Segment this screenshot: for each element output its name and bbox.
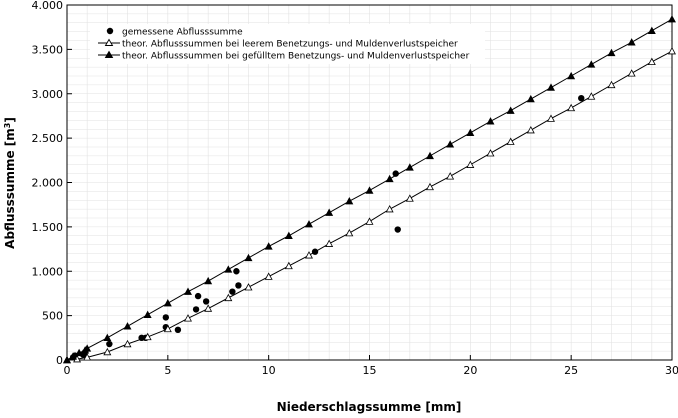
point-theoretical-filled [265, 243, 272, 249]
x-tick-label: 15 [363, 364, 377, 377]
point-measured [393, 170, 399, 176]
x-tick-label: 10 [262, 364, 276, 377]
point-theoretical-filled [245, 255, 252, 261]
point-theoretical-filled [447, 141, 454, 147]
point-measured [395, 226, 401, 232]
point-theoretical-empty [306, 252, 313, 258]
point-theoretical-filled [306, 221, 313, 227]
point-measured [193, 306, 199, 312]
point-theoretical-filled [104, 335, 111, 341]
legend-marker-measured [107, 28, 113, 34]
point-theoretical-filled [205, 278, 212, 284]
point-theoretical-filled [225, 266, 232, 272]
x-tick-label: 0 [64, 364, 71, 377]
point-theoretical-filled [608, 50, 615, 56]
point-theoretical-filled [487, 118, 494, 124]
point-theoretical-filled [386, 176, 393, 182]
point-theoretical-empty [669, 48, 676, 54]
point-theoretical-filled [346, 198, 353, 204]
point-theoretical-empty [507, 138, 514, 144]
point-theoretical-filled [467, 130, 474, 136]
point-measured [229, 288, 235, 294]
y-axis-title-end: ] [3, 117, 17, 122]
point-theoretical-empty [205, 305, 212, 311]
y-axis-title-base: Abflusssumme [m [3, 128, 17, 249]
point-measured [203, 298, 209, 304]
y-tick-label: 2.000 [32, 177, 64, 190]
point-theoretical-empty [346, 230, 353, 236]
x-tick-label: 25 [564, 364, 578, 377]
point-theoretical-filled [326, 209, 333, 215]
point-theoretical-empty [568, 105, 575, 111]
point-theoretical-filled [588, 61, 595, 67]
point-measured [195, 293, 201, 299]
y-tick-label: 1.000 [32, 265, 64, 278]
point-theoretical-empty [104, 349, 111, 355]
x-tick-label: 5 [164, 364, 171, 377]
point-theoretical-empty [286, 263, 293, 269]
y-tick-label: 3.000 [32, 88, 64, 101]
point-theoretical-filled [628, 39, 635, 45]
point-theoretical-empty [649, 59, 656, 65]
point-theoretical-filled [649, 27, 656, 33]
point-theoretical-empty [628, 70, 635, 76]
point-theoretical-filled [669, 16, 676, 22]
point-theoretical-empty [326, 240, 333, 246]
point-theoretical-filled [507, 107, 514, 113]
y-tick-label: 2.500 [32, 132, 64, 145]
point-theoretical-empty [548, 115, 555, 121]
point-measured [312, 249, 318, 255]
point-theoretical-filled [366, 187, 373, 193]
point-theoretical-filled [124, 323, 131, 329]
point-theoretical-filled [144, 311, 151, 317]
legend-label-measured: gemessene Abflusssumme [122, 28, 243, 38]
point-theoretical-empty [366, 218, 373, 224]
point-measured [233, 268, 239, 274]
point-theoretical-filled [528, 96, 535, 102]
legend-label-filled: theor. Abflusssummen bei gefülltem Benet… [122, 52, 470, 62]
point-theoretical-filled [165, 300, 172, 306]
y-tick-label: 500 [42, 310, 63, 323]
legend: gemessene Abflusssumme theor. Abflusssum… [90, 24, 485, 64]
point-theoretical-empty [407, 195, 414, 201]
y-tick-label: 1.500 [32, 221, 64, 234]
point-measured [578, 95, 584, 101]
y-tick-label: 4.000 [32, 0, 64, 12]
x-tick-label: 30 [665, 364, 678, 377]
legend-label-empty: theor. Abflusssummen bei leerem Benetzun… [122, 40, 458, 50]
point-measured [163, 314, 169, 320]
point-measured [175, 327, 181, 333]
point-theoretical-empty [487, 150, 494, 156]
point-theoretical-empty [265, 273, 272, 279]
point-theoretical-empty [427, 184, 434, 190]
y-tick-label: 0 [56, 354, 63, 367]
y-axis-title: Abflusssumme [m3] [3, 117, 18, 249]
point-measured [106, 341, 112, 347]
y-tick-label: 3.500 [32, 43, 64, 56]
point-theoretical-empty [124, 341, 131, 347]
point-measured [235, 282, 241, 288]
point-theoretical-empty [245, 284, 252, 290]
x-tick-label: 20 [463, 364, 477, 377]
point-theoretical-empty [528, 127, 535, 133]
x-axis-title: Niederschlagssumme [mm] [277, 400, 462, 414]
